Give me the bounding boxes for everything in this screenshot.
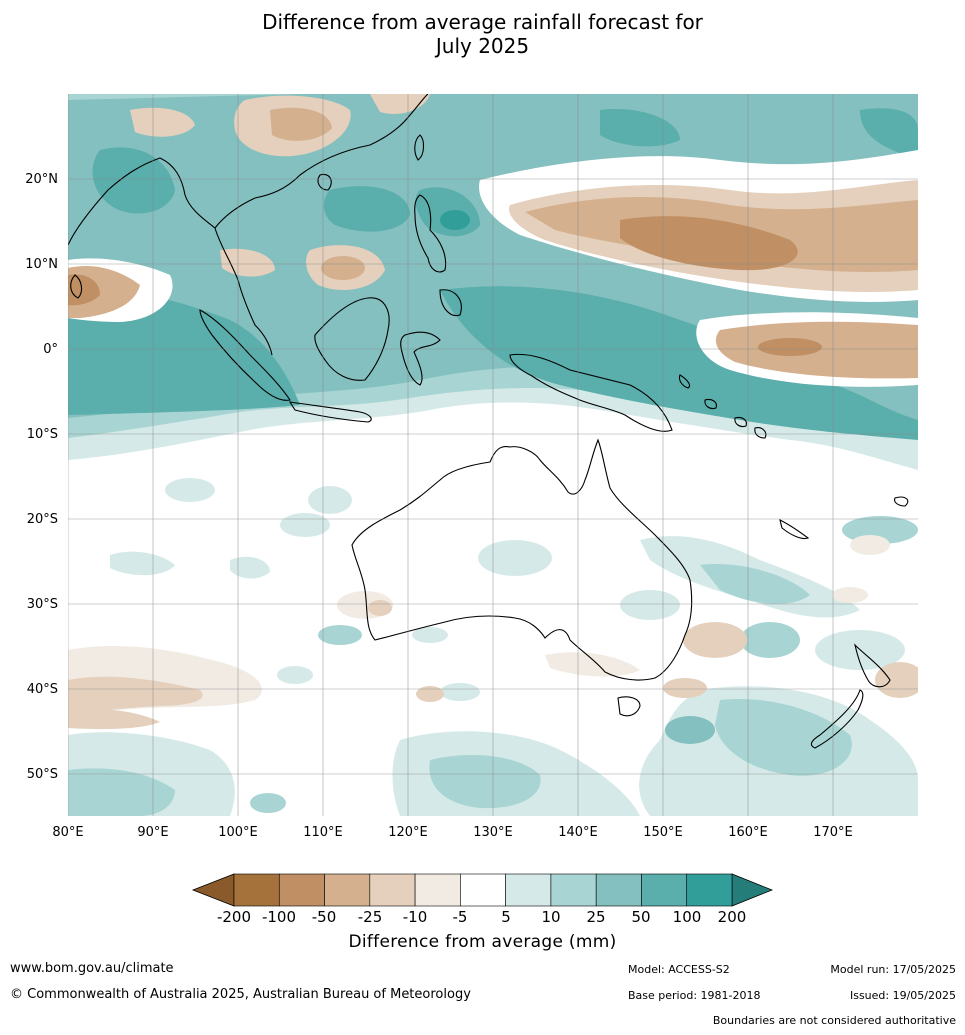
lat-tick-label: 20°N [25, 172, 58, 187]
lat-tick-label: 0° [43, 342, 58, 357]
colorbar-extend-high [731, 873, 774, 907]
map-title: Difference from average rainfall forecas… [0, 10, 965, 58]
colorbar-level-label: 10 [541, 908, 560, 926]
lon-tick-label: 80°E [52, 825, 83, 840]
lon-tick-label: 110°E [303, 825, 343, 840]
lon-tick-label: 130°E [473, 825, 513, 840]
colorbar-level-label: -25 [358, 908, 383, 926]
colorbar-segment [595, 873, 642, 907]
lon-tick-label: 100°E [218, 825, 258, 840]
latitude-labels: 20°N 10°N 0° 10°S 20°S 30°S 40°S 50°S [25, 172, 58, 782]
lat-tick-label: 50°S [27, 767, 58, 782]
colorbar-level-label: 50 [631, 908, 650, 926]
lat-tick-label: 20°S [27, 512, 58, 527]
colorbar-extend-low [191, 873, 235, 907]
colorbar-level-label: -5 [453, 908, 468, 926]
lat-tick-label: 30°S [27, 597, 58, 612]
colorbar-segment [233, 873, 280, 907]
colorbar-segment [550, 873, 597, 907]
colorbar-level-label: -200 [217, 908, 251, 926]
colorbar-segment [324, 873, 371, 907]
colorbar-level-label: 100 [673, 908, 702, 926]
lat-tick-label: 40°S [27, 682, 58, 697]
colorbar-labels: -200 -100 -50 -25 -10 -5 5 10 25 50 100 … [217, 908, 746, 926]
title-line-1: Difference from average rainfall forecas… [262, 10, 703, 34]
map-panel [68, 94, 918, 816]
boundaries-note: Boundaries are not considered authoritat… [712, 1014, 956, 1027]
lat-tick-label: 10°S [27, 427, 58, 442]
colorbar-segments [233, 873, 733, 907]
lon-tick-label: 120°E [388, 825, 428, 840]
colorbar-segment [641, 873, 688, 907]
title-line-2: July 2025 [435, 34, 530, 58]
colorbar-level-label: -50 [312, 908, 337, 926]
lon-tick-label: 160°E [728, 825, 768, 840]
lon-tick-label: 90°E [137, 825, 168, 840]
colorbar-segment [686, 873, 733, 907]
colorbar-title: Difference from average (mm) [348, 932, 617, 952]
colorbar-level-label: 25 [586, 908, 605, 926]
colorbar-segment [505, 873, 552, 907]
colorbar-segment [369, 873, 416, 907]
lat-tick-label: 10°N [25, 257, 58, 272]
graticule [68, 94, 918, 816]
colorbar-level-label: 5 [501, 908, 511, 926]
colorbar-level-label: -100 [262, 908, 296, 926]
issued-date: Issued: 19/05/2025 [849, 989, 956, 1002]
longitude-labels: 80°E 90°E 100°E 110°E 120°E 130°E 140°E … [52, 825, 852, 840]
model-run-date: Model run: 17/05/2025 [830, 963, 956, 976]
colorbar-level-label: -10 [403, 908, 428, 926]
colorbar-level-label: 200 [718, 908, 747, 926]
colorbar-segment [460, 873, 506, 907]
website-link[interactable]: www.bom.gov.au/climate [10, 961, 174, 976]
lon-tick-label: 140°E [558, 825, 598, 840]
colorbar: -200 -100 -50 -25 -10 -5 5 10 25 50 100 … [191, 873, 774, 926]
colorbar-segment [278, 873, 325, 907]
lon-tick-label: 170°E [813, 825, 853, 840]
colorbar-segment [414, 873, 461, 907]
lon-tick-label: 150°E [643, 825, 683, 840]
copyright-text: © Commonwealth of Australia 2025, Austra… [10, 987, 471, 1002]
coastlines [68, 94, 909, 749]
model-name: Model: ACCESS-S2 [628, 963, 730, 976]
base-period: Base period: 1981-2018 [628, 989, 761, 1002]
